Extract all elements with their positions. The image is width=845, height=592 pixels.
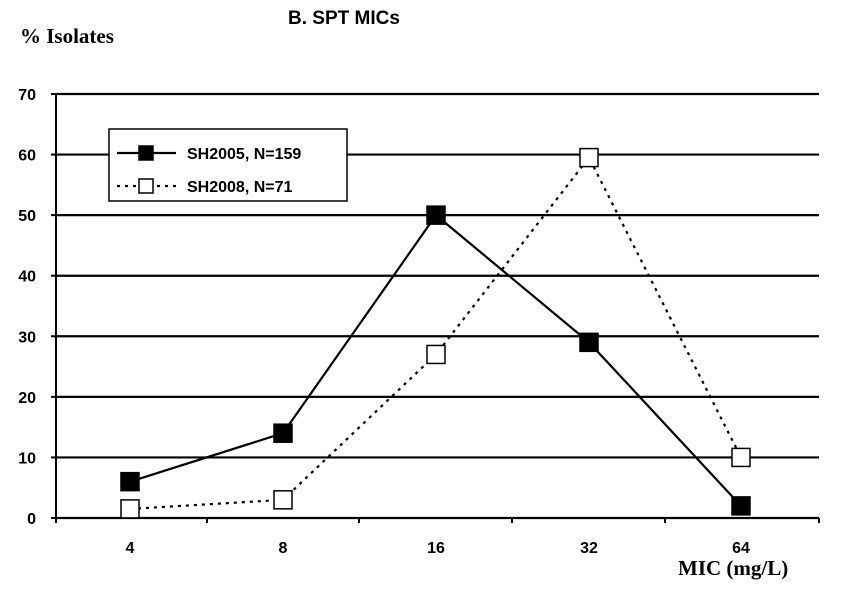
x-tick-label-16: 16 [427, 540, 445, 557]
y-tick-label-50: 50 [18, 208, 36, 225]
y-tick-label-30: 30 [18, 329, 36, 346]
y-tick-label-60: 60 [18, 148, 36, 165]
y-tick-label-0: 0 [27, 511, 36, 528]
series-2-point-8 [273, 490, 293, 510]
y-tick-label-40: 40 [18, 269, 36, 286]
legend-marker-1 [138, 145, 154, 161]
series-2-point-64 [731, 447, 751, 468]
series-1-point-16 [426, 205, 446, 225]
y-axis-label: % Isolates [20, 24, 114, 48]
chart-title: B. SPT MICs [288, 8, 400, 29]
y-tick-label-20: 20 [18, 390, 36, 407]
series-2-point-16 [426, 344, 446, 365]
legend-label-2: SH2008, N=71 [187, 179, 293, 196]
series-1-point-64 [731, 496, 751, 516]
x-tick-label-4: 4 [126, 540, 135, 557]
legend-marker-2 [138, 178, 154, 194]
y-tick-label-10: 10 [18, 450, 36, 467]
x-tick-label-8: 8 [279, 540, 288, 557]
series-2-point-32 [579, 147, 599, 168]
x-axis-label: MIC (mg/L) [678, 556, 789, 580]
y-tick-label-70: 70 [18, 87, 36, 104]
series-1-point-32 [579, 332, 599, 353]
legend-label-1: SH2005, N=159 [187, 146, 301, 163]
x-tick-label-64: 64 [732, 540, 750, 557]
series-1-point-4 [120, 471, 140, 492]
series-1-point-8 [273, 423, 293, 443]
x-tick-label-32: 32 [580, 540, 598, 557]
series-2-point-4 [120, 499, 140, 519]
